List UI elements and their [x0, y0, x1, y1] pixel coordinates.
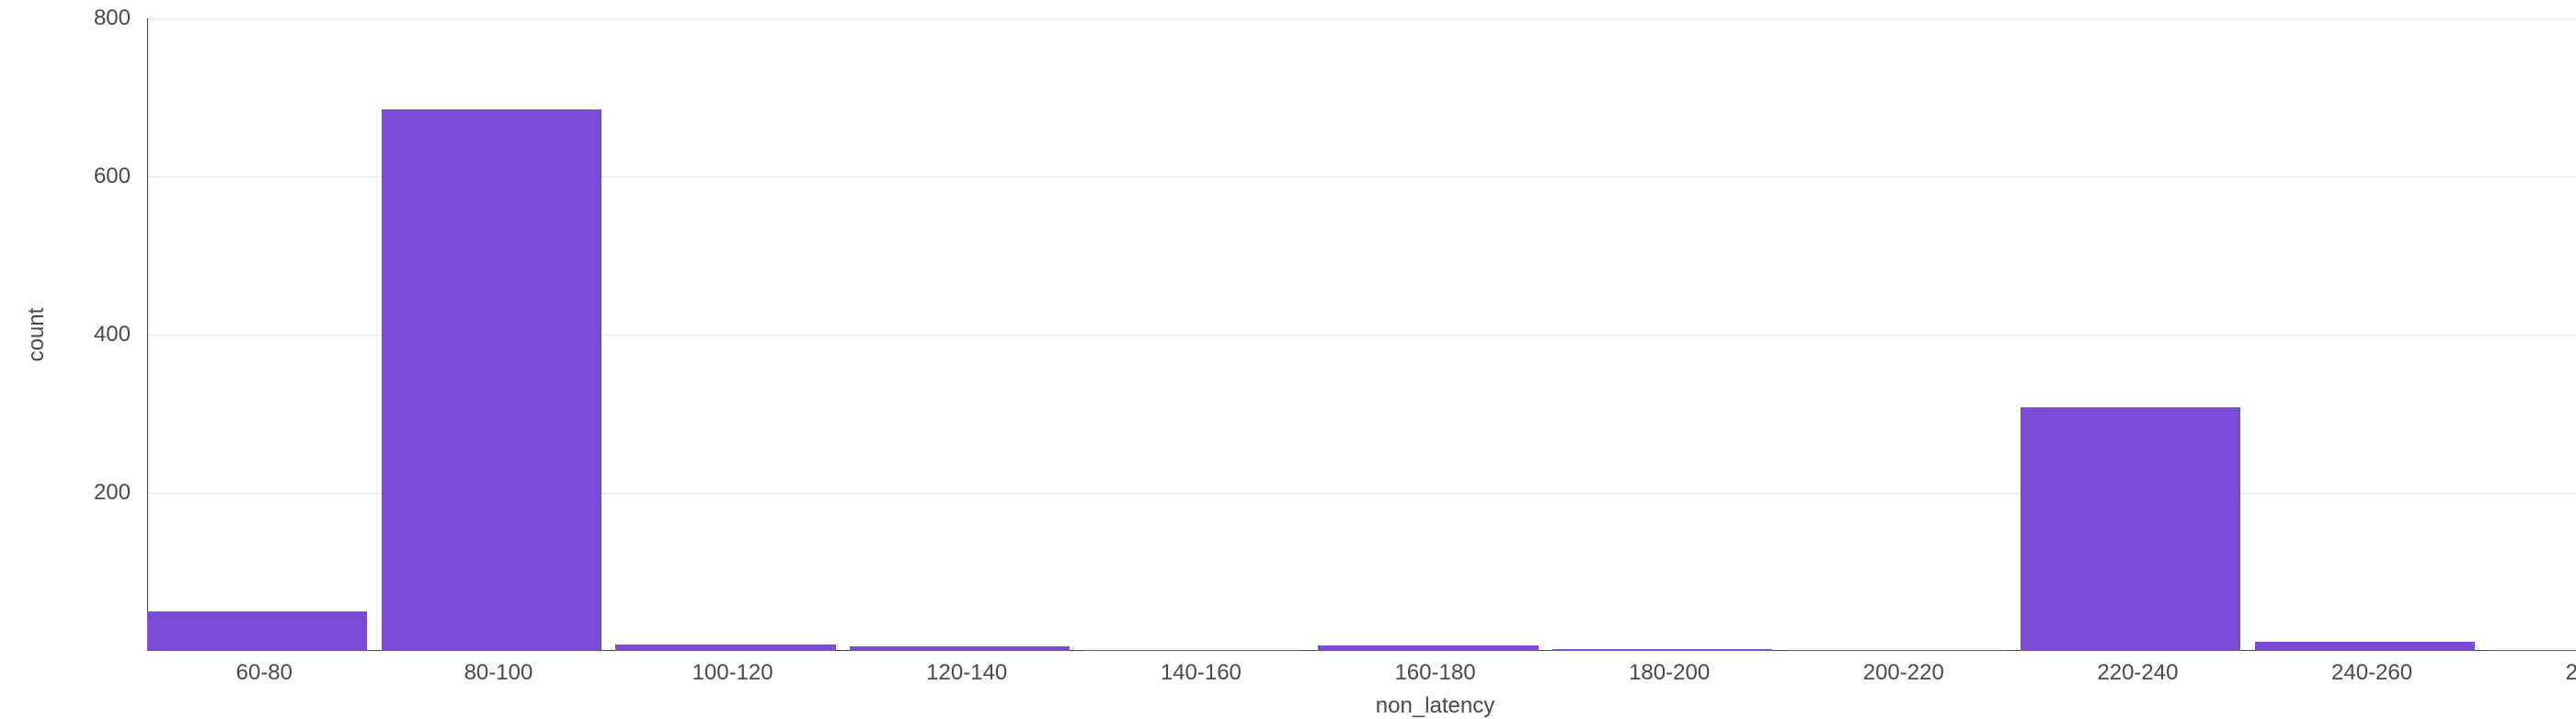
- x-axis-title: non_latency: [1376, 693, 1494, 719]
- x-tick-label: 140-160: [1161, 660, 1242, 686]
- histogram-bar[interactable]: [2255, 642, 2475, 651]
- x-tick-label: 160-180: [1394, 660, 1475, 686]
- y-tick-label: 600: [20, 164, 131, 189]
- histogram-bar[interactable]: [1786, 650, 2006, 651]
- histogram-bar[interactable]: [2489, 650, 2576, 651]
- y-axis-line: [147, 18, 148, 651]
- histogram-bar[interactable]: [1084, 650, 1304, 651]
- histogram-bar[interactable]: [147, 611, 367, 651]
- x-tick-label: 60-80: [236, 660, 292, 686]
- y-tick-label: 200: [20, 480, 131, 506]
- y-tick-label: 400: [20, 322, 131, 348]
- plot-area: [147, 18, 2576, 651]
- histogram-bar[interactable]: [382, 109, 601, 651]
- x-tick-label: 100-120: [693, 660, 773, 686]
- chart-stage: count non_latency 20040060080060-8080-10…: [0, 0, 2576, 686]
- x-tick-label: 120-140: [926, 660, 1007, 686]
- y-tick-label: 800: [20, 6, 131, 31]
- histogram-bar[interactable]: [850, 646, 1070, 651]
- histogram-bar[interactable]: [2021, 407, 2240, 651]
- histogram-bar[interactable]: [615, 645, 835, 651]
- x-tick-label: 260-280: [2566, 660, 2576, 686]
- x-tick-label: 220-240: [2097, 660, 2178, 686]
- gridline: [147, 18, 2576, 19]
- x-tick-label: 180-200: [1629, 660, 1710, 686]
- x-tick-label: 200-220: [1863, 660, 1944, 686]
- histogram-bar[interactable]: [1552, 649, 1772, 651]
- histogram-bar[interactable]: [1318, 645, 1538, 651]
- x-tick-label: 80-100: [464, 660, 533, 686]
- x-tick-label: 240-260: [2331, 660, 2412, 686]
